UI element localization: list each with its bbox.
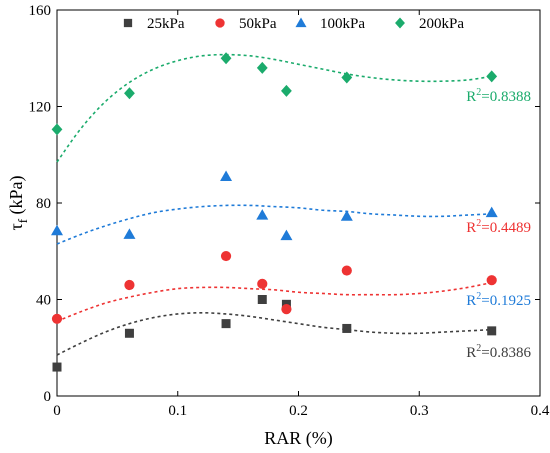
legend-label-200kPa: 200kPa [419,16,464,32]
data-point-200kPa [51,123,63,136]
r2-value: =0.1925 [481,293,531,309]
data-point-200kPa [220,52,232,65]
y-tick-label: 80 [36,196,51,212]
legend-label-25kPa: 25kPa [147,16,185,32]
r2-base: R [466,89,476,105]
data-point-100kPa [51,224,63,236]
y-axis-title: τf (kPa) [6,175,30,230]
legend-marker-100kPa [295,17,307,28]
fit-curve-25kPa [56,311,492,356]
legend-label-50kPa: 50kPa [239,16,277,32]
r2-exponent: 2 [476,291,481,302]
axis-ticks: 0 0.1 0.2 0.3 0.4 0 40 80 120 160 [29,3,550,419]
data-point-50kPa [124,279,135,291]
legend-marker-25kPa [123,18,133,28]
data-point-50kPa [51,313,63,324]
r2-label-100kPa: R2=0.1925 [466,291,531,309]
data-point-100kPa [256,209,269,220]
data-point-50kPa [220,250,232,262]
x-tick-label: 0.2 [289,403,308,419]
data-points [51,52,498,372]
data-point-50kPa [341,265,352,276]
data-point-200kPa [124,87,135,100]
y-axis-title-main: τ [6,223,26,230]
data-point-25kPa [52,362,62,372]
data-point-200kPa [256,61,268,74]
r2-base: R [466,293,476,309]
fit-curves [56,53,492,356]
x-tick-label: 0 [53,403,61,419]
y-tick-label: 160 [29,3,52,19]
x-axis-title: RAR (%) [264,428,333,449]
r2-value: =0.8386 [481,345,531,361]
y-axis-title-unit: (kPa) [6,175,27,219]
data-point-200kPa [281,84,292,97]
r2-base: R [466,345,476,361]
data-point-25kPa [257,295,267,304]
legend-label-100kPa: 100kPa [320,16,365,32]
fit-curve-200kPa [56,53,492,163]
y-axis-title-sub: f [15,218,30,223]
fit-curve-100kPa [56,204,492,245]
y-tick-label: 40 [36,293,51,309]
data-point-100kPa [485,206,498,218]
r2-base: R [466,220,476,236]
data-point-200kPa [486,70,498,83]
fit-curve-50kPa [56,281,492,322]
r2-exponent: 2 [476,218,481,229]
x-tick-label: 0.1 [168,403,187,419]
r2-exponent: 2 [476,343,481,354]
data-point-100kPa [123,228,136,239]
r2-label-25kPa: R2=0.8386 [466,343,531,361]
y-tick-label: 0 [44,389,52,405]
data-point-100kPa [280,229,293,241]
r2-value: =0.8388 [481,89,531,105]
data-point-50kPa [281,304,292,315]
legend-marker-200kPa [395,17,405,29]
r2-exponent: 2 [476,87,481,98]
data-point-25kPa [221,319,231,329]
y-tick-label: 120 [29,100,52,116]
data-point-25kPa [342,323,352,333]
data-point-50kPa [257,278,268,289]
legend-marker-50kPa [215,18,225,28]
plot-frame [56,9,541,397]
data-point-100kPa [340,210,353,221]
data-point-25kPa [124,328,134,338]
data-point-50kPa [486,275,497,286]
r2-label-50kPa: R2=0.4489 [466,218,531,236]
svg-text:τf (kPa): τf (kPa) [6,175,30,230]
data-point-200kPa [341,71,353,84]
r2-label-200kPa: R2=0.8388 [466,87,531,105]
data-point-100kPa [220,170,233,181]
x-tick-label: 0.4 [531,403,550,419]
r2-value: =0.4489 [481,220,531,236]
x-tick-label: 0.3 [410,403,429,419]
data-point-25kPa [487,326,497,336]
legend: 25kPa 50kPa 100kPa 200kPa [123,16,464,32]
